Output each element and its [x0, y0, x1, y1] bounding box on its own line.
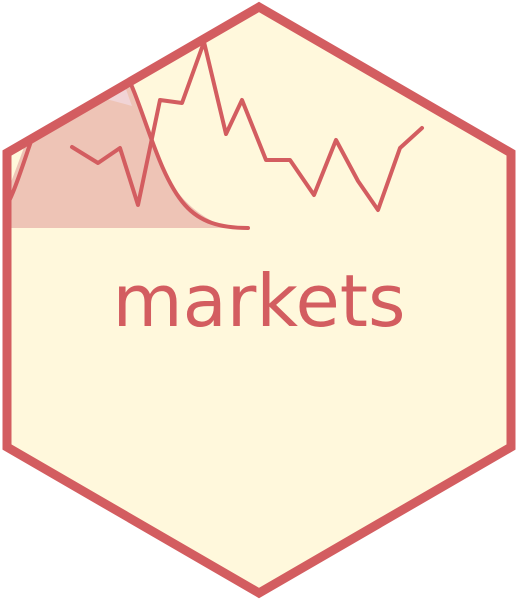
price-line: [70, 40, 424, 212]
logo-wordmark: markets: [112, 259, 405, 343]
